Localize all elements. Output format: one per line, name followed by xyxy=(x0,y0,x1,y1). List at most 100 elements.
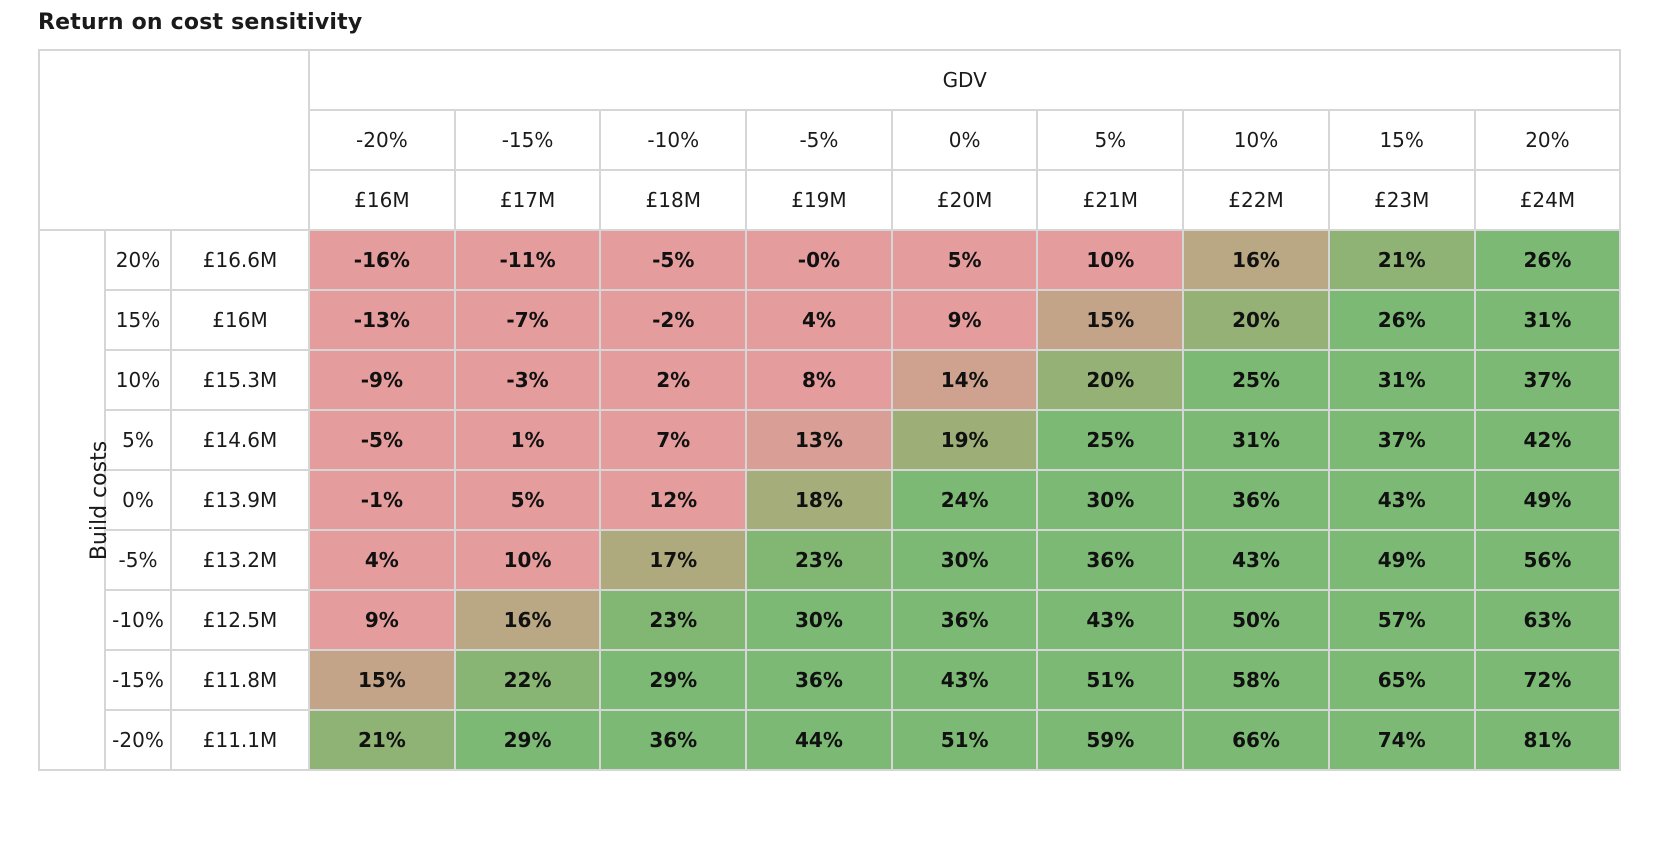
return-cell: 8% xyxy=(745,349,893,411)
gdv-value-header: £21M xyxy=(1036,169,1185,231)
return-cell: 29% xyxy=(453,709,602,771)
return-cell: 10% xyxy=(1036,229,1185,291)
return-cell: 5% xyxy=(453,469,602,531)
return-cell: 20% xyxy=(1182,289,1330,351)
return-cell: 36% xyxy=(599,709,748,771)
corner-cell xyxy=(37,49,311,231)
gdv-pct-header: 10% xyxy=(1182,109,1330,171)
gdv-pct-header: -15% xyxy=(453,109,602,171)
return-cell: 37% xyxy=(1473,349,1622,411)
return-cell: 36% xyxy=(890,589,1039,651)
return-cell: 7% xyxy=(599,409,748,471)
return-cell: 66% xyxy=(1182,709,1330,771)
build-pct-header: 10% xyxy=(104,349,172,411)
return-cell: 36% xyxy=(1036,529,1185,591)
return-cell: 65% xyxy=(1327,649,1476,711)
return-cell: 17% xyxy=(599,529,748,591)
gdv-pct-header: 15% xyxy=(1327,109,1476,171)
return-cell: 13% xyxy=(745,409,893,471)
return-cell: 18% xyxy=(745,469,893,531)
return-cell: 59% xyxy=(1036,709,1185,771)
return-cell: 9% xyxy=(890,289,1039,351)
build-costs-axis: Build costs xyxy=(38,229,112,771)
return-cell: 25% xyxy=(1182,349,1330,411)
return-cell: 22% xyxy=(453,649,602,711)
return-cell: 26% xyxy=(1327,289,1476,351)
return-cell: 36% xyxy=(745,649,893,711)
return-cell: 42% xyxy=(1473,409,1622,471)
build-value-header: £11.8M xyxy=(169,649,311,711)
return-cell: 44% xyxy=(745,709,893,771)
table-row: -20% £11.1M 21% 29% 36% 44% 51% 59% 66% 74% 81% xyxy=(39,709,1622,771)
gdv-pct-header: -20% xyxy=(308,109,456,171)
return-cell: 9% xyxy=(308,589,456,651)
build-value-header: £14.6M xyxy=(169,409,311,471)
return-cell: 81% xyxy=(1473,709,1622,771)
gdv-pct-header: -10% xyxy=(599,109,748,171)
gdv-value-header: £18M xyxy=(599,169,748,231)
build-value-header: £12.5M xyxy=(169,589,311,651)
gdv-value-header: £20M xyxy=(890,169,1039,231)
return-cell: 4% xyxy=(308,529,456,591)
return-cell: 1% xyxy=(453,409,602,471)
build-value-header: £13.2M xyxy=(169,529,311,591)
return-cell: 5% xyxy=(890,229,1039,291)
gdv-value-header: £24M xyxy=(1473,169,1622,231)
table-row: -10% £12.5M 9% 16% 23% 30% 36% 43% 50% 57% 63% xyxy=(39,589,1622,651)
build-pct-header: 15% xyxy=(104,289,172,351)
return-cell: 51% xyxy=(1036,649,1185,711)
return-cell: 26% xyxy=(1473,229,1622,291)
return-cell: 43% xyxy=(1036,589,1185,651)
return-cell: -16% xyxy=(308,229,456,291)
gdv-pct-header: 5% xyxy=(1036,109,1185,171)
return-cell: 21% xyxy=(1327,229,1476,291)
table-row: 0% £13.9M -1% 5% 12% 18% 24% 30% 36% 43% 49% xyxy=(39,469,1622,531)
return-cell: 31% xyxy=(1327,349,1476,411)
return-cell: 15% xyxy=(1036,289,1185,351)
return-cell: 24% xyxy=(890,469,1039,531)
page-title: Return on cost sensitivity xyxy=(38,10,363,35)
gdv-pct-row: -20% -15% -10% -5% 0% 5% 10% 15% 20% xyxy=(39,109,1622,171)
table-row: -15% £11.8M 15% 22% 29% 36% 43% 51% 58% 65% 72% xyxy=(39,649,1622,711)
return-cell: 23% xyxy=(599,589,748,651)
return-cell: 30% xyxy=(1036,469,1185,531)
return-cell: 49% xyxy=(1327,529,1476,591)
build-value-header: £11.1M xyxy=(169,709,311,771)
build-costs-label: Build costs xyxy=(87,440,113,560)
return-cell: -1% xyxy=(308,469,456,531)
return-cell: 36% xyxy=(1182,469,1330,531)
return-cell: 63% xyxy=(1473,589,1622,651)
return-cell: 43% xyxy=(1327,469,1476,531)
return-cell: 49% xyxy=(1473,469,1622,531)
return-cell: 56% xyxy=(1473,529,1622,591)
return-cell: 16% xyxy=(1182,229,1330,291)
return-cell: -3% xyxy=(453,349,602,411)
return-cell: -5% xyxy=(308,409,456,471)
return-cell: -9% xyxy=(308,349,456,411)
return-cell: 51% xyxy=(890,709,1039,771)
build-pct-header: 20% xyxy=(104,229,172,291)
return-cell: -5% xyxy=(599,229,748,291)
return-cell: 23% xyxy=(745,529,893,591)
build-value-header: £15.3M xyxy=(169,349,311,411)
return-cell: -7% xyxy=(453,289,602,351)
return-cell: 29% xyxy=(599,649,748,711)
table-row: -5% £13.2M 4% 10% 17% 23% 30% 36% 43% 49% 56% xyxy=(39,529,1622,591)
gdv-header-row: GDV xyxy=(37,49,1622,231)
return-cell: 21% xyxy=(308,709,456,771)
return-cell: 58% xyxy=(1182,649,1330,711)
return-cell: 31% xyxy=(1182,409,1330,471)
return-cell: 74% xyxy=(1327,709,1476,771)
return-cell: 30% xyxy=(890,529,1039,591)
return-cell: 43% xyxy=(1182,529,1330,591)
build-value-header: £16.6M xyxy=(169,229,311,291)
gdv-value-header: £16M xyxy=(308,169,456,231)
return-cell: 57% xyxy=(1327,589,1476,651)
return-cell: 72% xyxy=(1473,649,1622,711)
gdv-pct-header: -5% xyxy=(745,109,893,171)
gdv-axis-label: GDV xyxy=(308,49,1622,111)
return-cell: 15% xyxy=(308,649,456,711)
gdv-pct-header: 0% xyxy=(890,109,1039,171)
return-cell: -2% xyxy=(599,289,748,351)
table-row: 15% £16M -13% -7% -2% 4% 9% 15% 20% 26% 31% xyxy=(39,289,1622,351)
